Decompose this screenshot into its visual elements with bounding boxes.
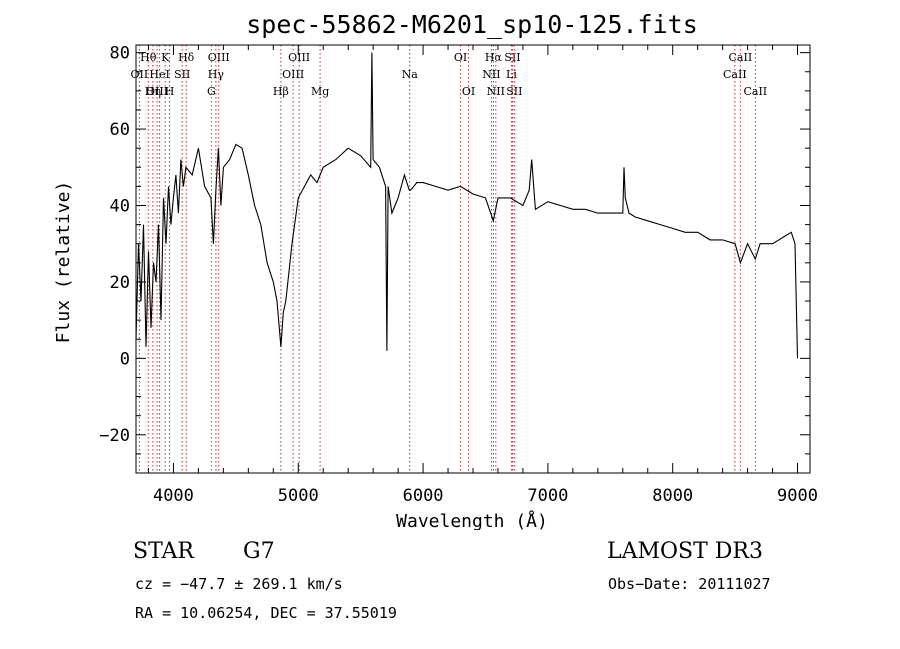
- line-marker-label: SII: [504, 51, 520, 64]
- line-marker-label: OI: [462, 85, 475, 98]
- line-marker-label: Hη: [145, 85, 161, 98]
- object-subclass: G7: [243, 539, 275, 564]
- line-marker-label: HeI: [149, 68, 169, 81]
- x-tick-label: 9000: [777, 486, 818, 506]
- line-marker-label: K: [161, 51, 170, 64]
- line-marker-label: Mg: [311, 85, 329, 98]
- y-tick-label: 40: [110, 197, 130, 217]
- x-tick-label: 4000: [153, 486, 194, 506]
- line-marker-label: NII: [487, 85, 505, 98]
- line-marker-label: SII: [174, 68, 190, 81]
- x-tick-label: 7000: [527, 486, 568, 506]
- line-marker-label: Hγ: [208, 68, 225, 81]
- line-marker-label: Hδ: [178, 51, 195, 64]
- line-marker-label: Hβ: [273, 85, 289, 98]
- line-marker-label: OIII: [208, 51, 230, 64]
- x-tick-label: 8000: [652, 486, 693, 506]
- survey-name: LAMOST DR3: [607, 539, 763, 564]
- line-marker-label: OIII: [282, 68, 304, 81]
- line-marker-label: OIII: [288, 51, 310, 64]
- x-tick-label: 6000: [403, 486, 444, 506]
- line-marker-label: Li: [506, 68, 517, 81]
- line-marker-label: Na: [402, 68, 419, 81]
- y-tick-label: 20: [110, 273, 130, 293]
- line-marker-label: SII: [506, 85, 522, 98]
- line-marker-label: CaII: [729, 51, 753, 64]
- object-class: STAR: [133, 539, 194, 564]
- line-marker-label: NII: [482, 68, 500, 81]
- line-marker-label: CaII: [723, 68, 747, 81]
- spectrum-line: [135, 52, 799, 359]
- line-marker-label: CaII: [743, 85, 767, 98]
- y-tick-label: 0: [120, 349, 130, 369]
- line-marker-label: Hα: [485, 51, 503, 64]
- coordinates: RA = 10.06254, DEC = 37.55019: [135, 604, 397, 622]
- y-tick-label: −20: [99, 426, 130, 446]
- line-marker-label: OIII: [146, 85, 168, 98]
- redshift-velocity: cz = −47.7 ± 269.1 km/s: [135, 575, 343, 593]
- y-tick-label: 80: [110, 44, 130, 64]
- plot-frame: [135, 44, 811, 474]
- axis-ticks: 4000 5000 6000 7000 8000 9000 −20 0 20 40 60 80: [99, 44, 818, 506]
- line-marker-label: G: [207, 85, 216, 98]
- line-marker-label: OII: [131, 68, 149, 81]
- chart-title: spec-55862-M6201_sp10-125.fits: [246, 10, 698, 39]
- observation-date: Obs−Date: 20111027: [608, 575, 771, 593]
- x-tick-label: 5000: [278, 486, 319, 506]
- y-axis-label: Flux (relative): [53, 181, 74, 344]
- y-tick-label: 60: [110, 120, 130, 140]
- line-marker-label: OI: [454, 51, 467, 64]
- x-axis-label: Wavelength (Å): [396, 510, 548, 530]
- line-marker-label: H: [165, 85, 175, 98]
- spectrum-chart: spec-55862-M6201_sp10-125.fits HθOIIOIII…: [53, 10, 818, 530]
